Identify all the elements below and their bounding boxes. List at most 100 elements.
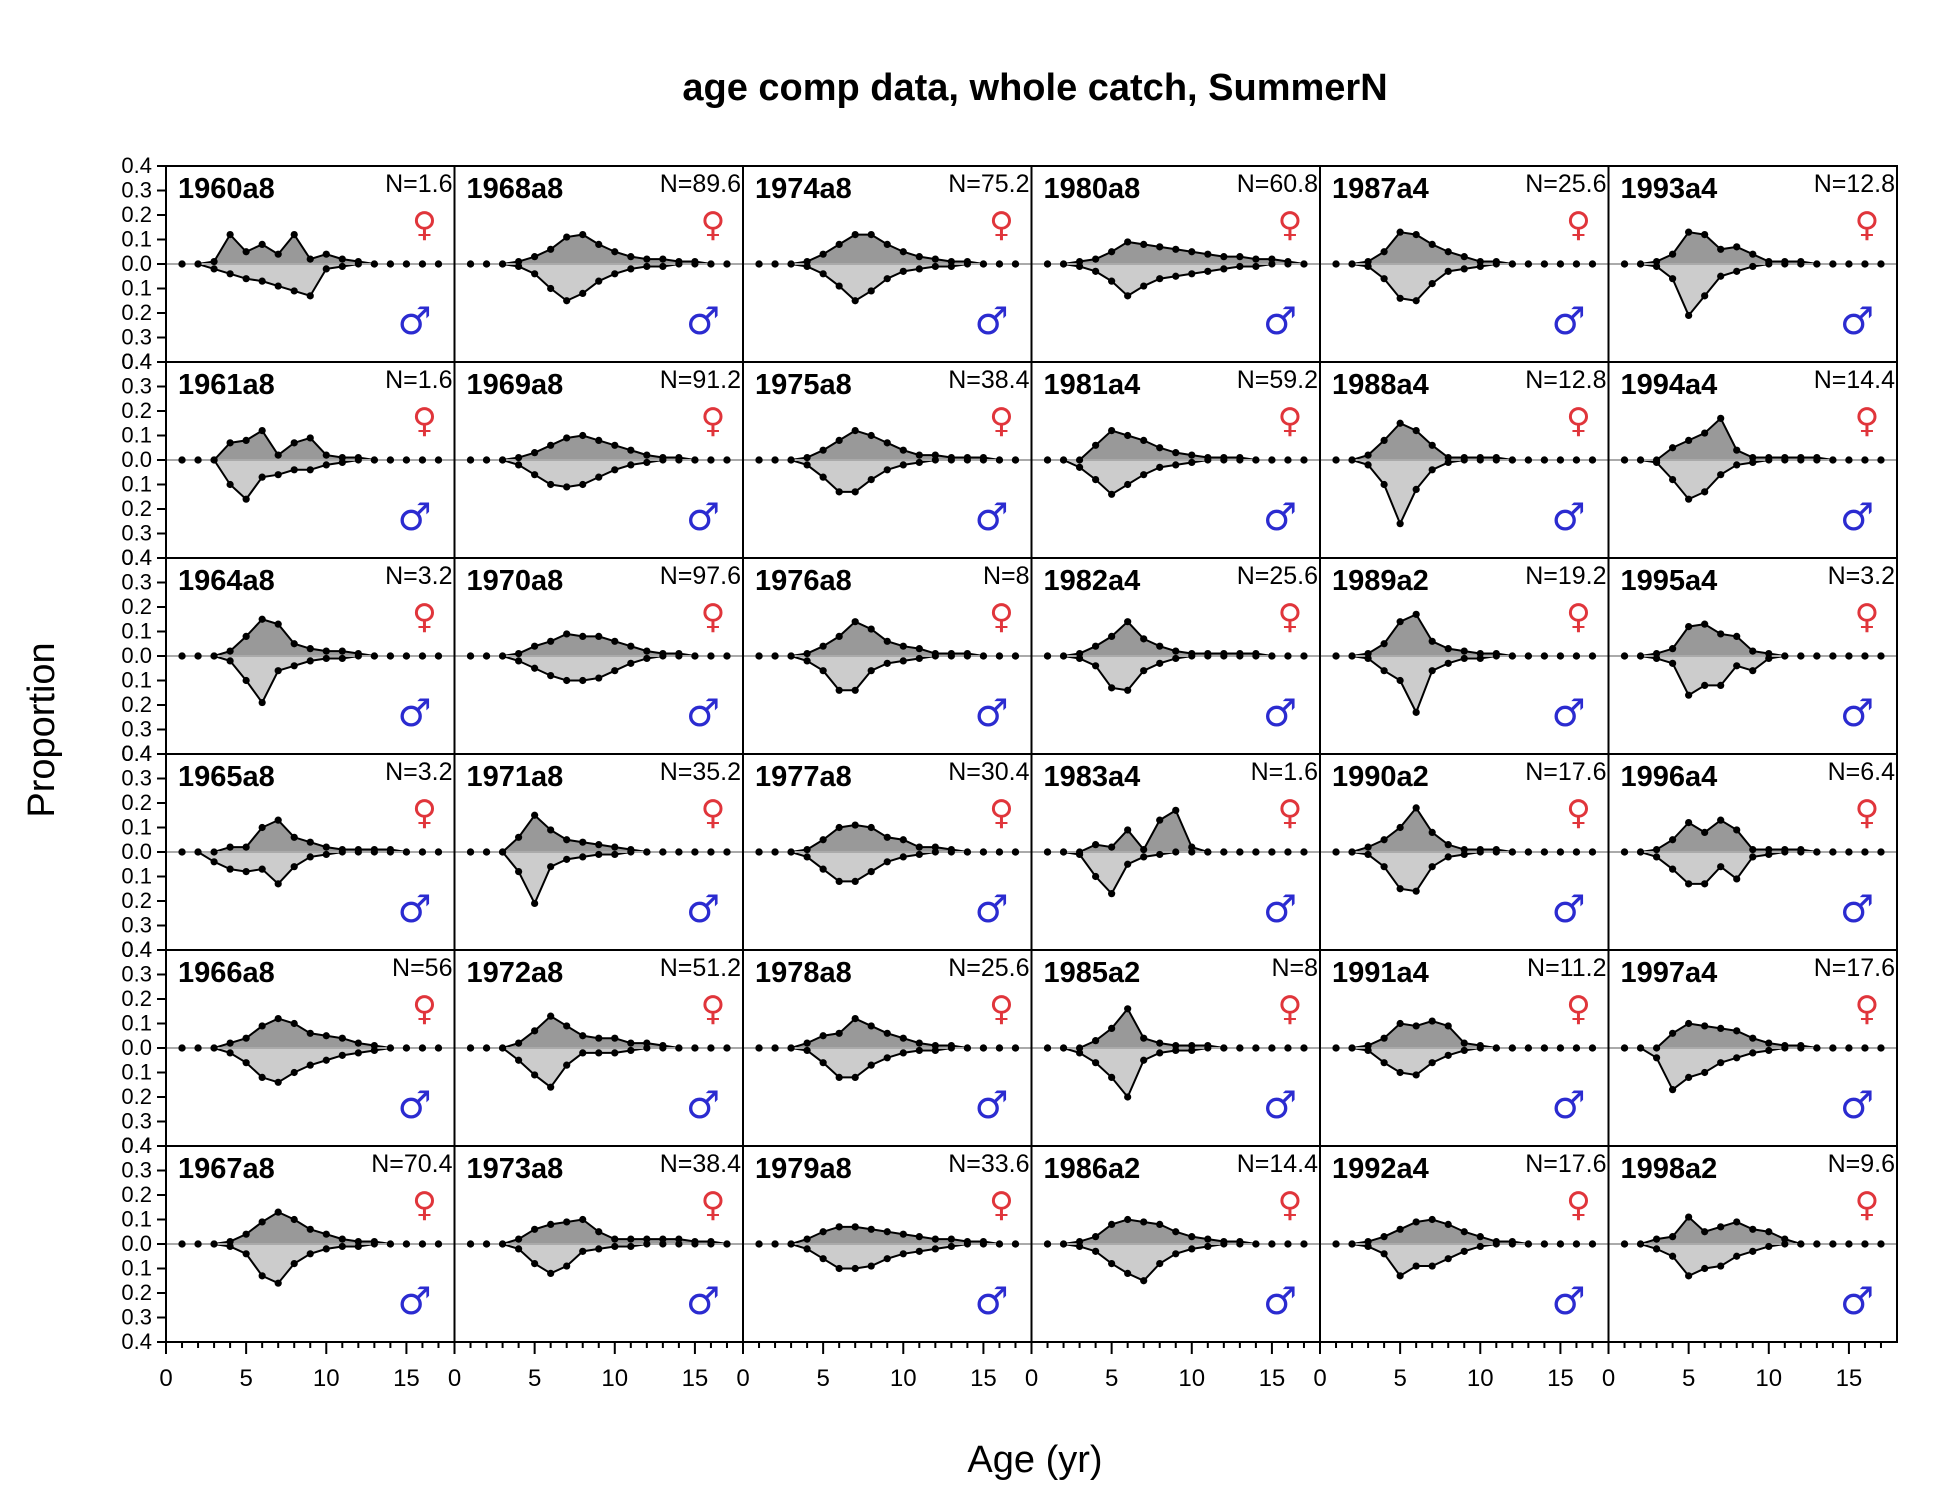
- female-point: [1396, 1019, 1404, 1028]
- male-point: [867, 667, 875, 675]
- male-point: [755, 260, 763, 268]
- sample-size-label: N=75.2: [948, 170, 1029, 198]
- female-point: [1717, 816, 1725, 824]
- male-point: [1556, 456, 1565, 464]
- male-point: [1556, 652, 1565, 660]
- female-symbol-icon: ♀: [412, 597, 437, 637]
- male-area: [759, 1047, 1016, 1079]
- female-symbol-icon: ♀: [1855, 401, 1880, 441]
- male-point: [915, 265, 923, 273]
- male-point: [1476, 456, 1484, 464]
- male-point: [306, 292, 314, 300]
- male-point: [1524, 456, 1532, 464]
- male-point: [963, 848, 971, 856]
- male-point: [1460, 1046, 1468, 1055]
- female-point: [322, 250, 330, 258]
- y-tick-label: 0.2: [121, 790, 152, 815]
- male-point: [1252, 652, 1260, 660]
- female-symbol-icon: ♀: [1566, 401, 1591, 441]
- male-point: [1717, 272, 1725, 280]
- sample-size-label: N=25.6: [948, 954, 1029, 982]
- panel-label: 1986a2: [1044, 1153, 1141, 1185]
- female-point: [274, 451, 282, 459]
- male-point: [1556, 1240, 1565, 1248]
- y-tick-label: 0.0: [121, 1231, 152, 1256]
- male-point: [1749, 262, 1757, 271]
- panel-label: 1981a4: [1044, 369, 1141, 401]
- female-area: [182, 818, 439, 853]
- male-point: [1059, 1044, 1068, 1052]
- female-point: [1172, 647, 1180, 655]
- panel-1980a8: 1980a8 N=60.8 ♀ ♂: [1030, 165, 1321, 363]
- x-tick-label: 0: [448, 1365, 461, 1392]
- female-point: [595, 841, 603, 849]
- male-point: [883, 858, 891, 866]
- female-point: [563, 434, 571, 442]
- male-point: [803, 853, 811, 861]
- male-point: [803, 1245, 811, 1253]
- female-point: [226, 647, 234, 655]
- female-point: [531, 449, 539, 457]
- female-point: [915, 1233, 923, 1241]
- male-point: [947, 456, 955, 464]
- male-point: [322, 654, 330, 663]
- female-point: [242, 843, 250, 851]
- female-symbol-icon: ♀: [989, 401, 1014, 441]
- y-tick-label: 0.0: [121, 1035, 152, 1060]
- male-point: [1733, 662, 1741, 670]
- panel-1969a8: 1969a8 N=91.2 ♀ ♂: [453, 361, 744, 559]
- male-point: [1877, 1044, 1885, 1052]
- male-point: [1156, 850, 1164, 859]
- male-point: [915, 458, 923, 467]
- male-point: [1172, 1046, 1180, 1055]
- y-tick-label: 0.1: [121, 1060, 152, 1085]
- male-point: [1813, 456, 1821, 464]
- male-symbol-icon: ♂: [1263, 691, 1297, 735]
- female-area: [470, 1014, 727, 1049]
- x-axis-title: Age (yr): [967, 1439, 1102, 1481]
- female-point: [579, 431, 587, 440]
- male-point: [1797, 652, 1805, 660]
- female-point: [595, 240, 603, 248]
- male-point: [1524, 260, 1532, 268]
- male-point: [931, 456, 939, 464]
- male-point: [547, 480, 555, 489]
- panel-label: 1969a8: [467, 369, 564, 401]
- x-tick-label: 5: [239, 1365, 252, 1392]
- female-point: [1685, 1213, 1693, 1221]
- male-point: [883, 659, 891, 667]
- female-point: [322, 1230, 330, 1238]
- male-point: [803, 262, 811, 271]
- panel-1961a8: 1961a8 N=1.6 ♀ ♂: [165, 361, 456, 559]
- male-point: [835, 1264, 843, 1273]
- male-point: [1396, 676, 1404, 685]
- female-point: [1749, 250, 1757, 258]
- female-point: [1156, 444, 1164, 452]
- female-symbol-icon: ♀: [1278, 989, 1303, 1029]
- male-point: [1588, 1240, 1597, 1248]
- male-point: [1845, 456, 1853, 464]
- male-point: [1092, 476, 1100, 484]
- male-point: [1572, 456, 1581, 464]
- male-point: [611, 850, 619, 859]
- female-point: [579, 1032, 587, 1040]
- male-point: [627, 1242, 635, 1251]
- male-point: [531, 1071, 539, 1079]
- male-point: [1124, 1269, 1132, 1277]
- male-point: [1524, 1240, 1532, 1248]
- sample-size-label: N=14.4: [1237, 1150, 1318, 1178]
- x-tick-label: 15: [1259, 1365, 1286, 1392]
- male-point: [386, 1240, 394, 1248]
- male-point: [835, 1073, 843, 1081]
- male-point: [547, 1083, 555, 1091]
- male-point: [931, 652, 939, 660]
- male-point: [1236, 1240, 1244, 1248]
- y-tick-label: 0.4: [121, 545, 152, 570]
- female-point: [1701, 828, 1709, 837]
- female-symbol-icon: ♀: [1855, 793, 1880, 833]
- male-point: [947, 848, 955, 856]
- female-point: [290, 640, 298, 648]
- male-point: [931, 262, 939, 271]
- male-point: [947, 262, 955, 271]
- female-point: [1685, 819, 1693, 827]
